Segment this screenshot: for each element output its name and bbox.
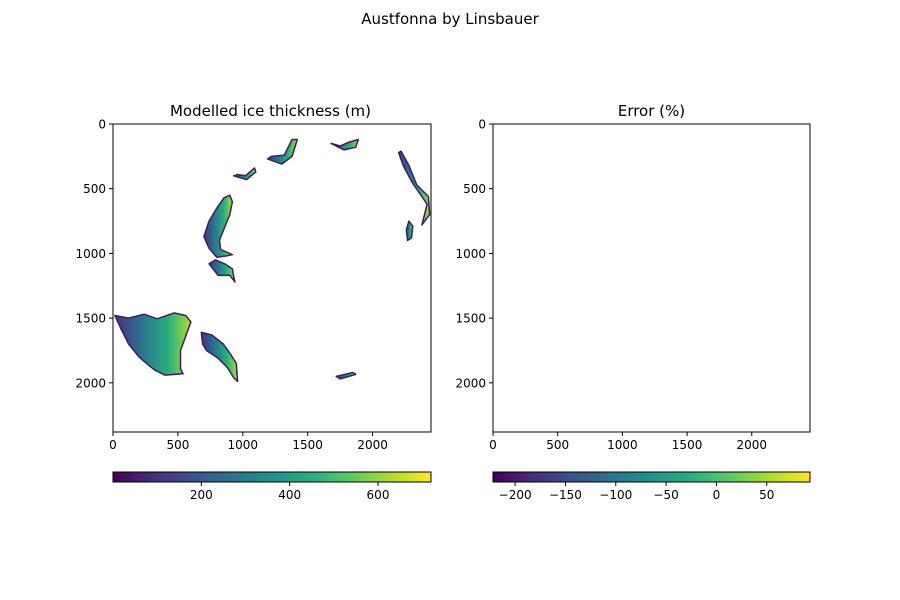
error-x-tick-label: 1000 (607, 438, 638, 452)
thickness-x-tick-label: 0 (109, 438, 117, 452)
thickness-y-axis: 0 500 1000 1500 2000 (75, 118, 113, 390)
thickness-x-tick-label: 1000 (228, 438, 259, 452)
thickness-colorbar-tick-label: 400 (278, 488, 301, 502)
error-y-tick-label: 1000 (455, 247, 486, 261)
thickness-axes-frame (112, 123, 432, 433)
thickness-x-tick-label: 500 (166, 438, 189, 452)
thickness-colorbar-tick-label: 600 (367, 488, 390, 502)
glacier-region (405, 220, 414, 242)
thickness-y-tick-label: 500 (83, 182, 106, 196)
thickness-x-axis: 0 500 1000 1500 2000 (109, 432, 388, 452)
thickness-colorbar-tick-label: 200 (190, 488, 213, 502)
glacier-region (114, 312, 192, 376)
glacier-region (330, 138, 360, 151)
error-colorbar-tick-label: −50 (653, 488, 678, 502)
glacier-region (203, 194, 234, 259)
error-y-tick-label: 2000 (455, 376, 486, 390)
thickness-y-tick-label: 1000 (75, 247, 106, 261)
error-plot-title: Error (%) (618, 102, 685, 120)
thickness-plot-title: Modelled ice thickness (m) (170, 102, 371, 120)
glacier-region (397, 150, 431, 226)
error-panel: Error (%) 0 500 1000 1500 2000 0500100015002… (455, 102, 811, 502)
error-colorbar-tick-label: 50 (759, 488, 774, 502)
thickness-y-tick-label: 1500 (75, 312, 106, 326)
glacier-thickness-field (114, 138, 431, 383)
error-x-tick-label: 1500 (672, 438, 703, 452)
error-colorbar-ticks: −200 −150 −100 −50 0 50 (499, 482, 774, 502)
glacier-region (266, 138, 299, 165)
error-colorbar-tick-label: −200 (499, 488, 532, 502)
error-colorbar-tick-label: −150 (549, 488, 582, 502)
glacier-region (335, 371, 357, 380)
error-colorbar-tick-label: −100 (599, 488, 632, 502)
error-x-axis: 0 500 1000 1500 2000 (489, 432, 767, 452)
glacier-region (232, 167, 257, 181)
error-y-tick-label: 1500 (455, 312, 486, 326)
error-colorbar-tick-label: 0 (713, 488, 721, 502)
error-y-axis: 0 500 1000 1500 2000 (455, 118, 493, 390)
thickness-panel: Modelled ice thickness (m) 0 500 1000 1500 2… (75, 102, 432, 502)
error-y-tick-label: 500 (463, 182, 486, 196)
error-y-tick-label: 0 (478, 118, 486, 132)
thickness-x-tick-label: 2000 (357, 438, 388, 452)
thickness-colorbar-ticks: 200 400 600 (190, 482, 390, 502)
figure-suptitle: Austfonna by Linsbauer (361, 10, 539, 28)
error-x-tick-label: 500 (546, 438, 569, 452)
thickness-x-tick-label: 1500 (292, 438, 323, 452)
thickness-y-tick-label: 0 (98, 118, 106, 132)
thickness-y-tick-label: 2000 (75, 376, 106, 390)
glacier-region (208, 259, 236, 283)
error-x-tick-label: 0 (489, 438, 497, 452)
glacier-region (200, 331, 239, 383)
thickness-colorbar (112, 471, 432, 483)
error-x-tick-label: 2000 (737, 438, 768, 452)
error-colorbar (492, 471, 811, 483)
error-axes-frame (492, 123, 811, 433)
